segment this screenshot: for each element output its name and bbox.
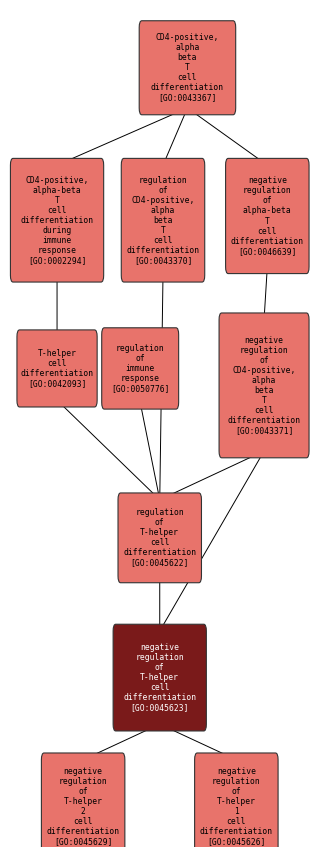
Text: regulation
of
CD4-positive,
alpha
beta
T
cell
differentiation
[GO:0043370]: regulation of CD4-positive, alpha beta T… — [126, 175, 200, 265]
Text: negative
regulation
of
T-helper
cell
differentiation
[GO:0045623]: negative regulation of T-helper cell dif… — [123, 643, 196, 712]
Text: negative
regulation
of
T-helper
2
cell
differentiation
[GO:0045629]: negative regulation of T-helper 2 cell d… — [47, 767, 120, 846]
FancyBboxPatch shape — [139, 20, 236, 114]
Text: CD4-positive,
alpha
beta
T
cell
differentiation
[GO:0043367]: CD4-positive, alpha beta T cell differen… — [151, 33, 224, 102]
FancyBboxPatch shape — [102, 328, 179, 409]
FancyBboxPatch shape — [121, 158, 205, 282]
Text: negative
regulation
of
CD4-positive,
alpha
beta
T
cell
differentiation
[GO:00433: negative regulation of CD4-positive, alp… — [228, 335, 301, 435]
FancyBboxPatch shape — [113, 624, 206, 731]
Text: regulation
of
immune
response
[GO:0050776]: regulation of immune response [GO:005077… — [111, 344, 170, 393]
FancyBboxPatch shape — [17, 329, 97, 407]
FancyBboxPatch shape — [226, 158, 309, 274]
FancyBboxPatch shape — [118, 493, 201, 583]
Text: CD4-positive,
alpha-beta
T
cell
differentiation
during
immune
response
[GO:00022: CD4-positive, alpha-beta T cell differen… — [21, 175, 94, 265]
FancyBboxPatch shape — [195, 753, 278, 847]
FancyBboxPatch shape — [219, 313, 309, 457]
Text: regulation
of
T-helper
cell
differentiation
[GO:0045622]: regulation of T-helper cell differentiat… — [123, 508, 196, 567]
FancyBboxPatch shape — [10, 158, 104, 282]
Text: negative
regulation
of
T-helper
1
cell
differentiation
[GO:0045626]: negative regulation of T-helper 1 cell d… — [200, 767, 273, 846]
Text: T-helper
cell
differentiation
[GO:0042093]: T-helper cell differentiation [GO:004209… — [21, 349, 94, 388]
Text: negative
regulation
of
alpha-beta
T
cell
differentiation
[GO:0046639]: negative regulation of alpha-beta T cell… — [231, 176, 304, 256]
FancyBboxPatch shape — [41, 753, 125, 847]
